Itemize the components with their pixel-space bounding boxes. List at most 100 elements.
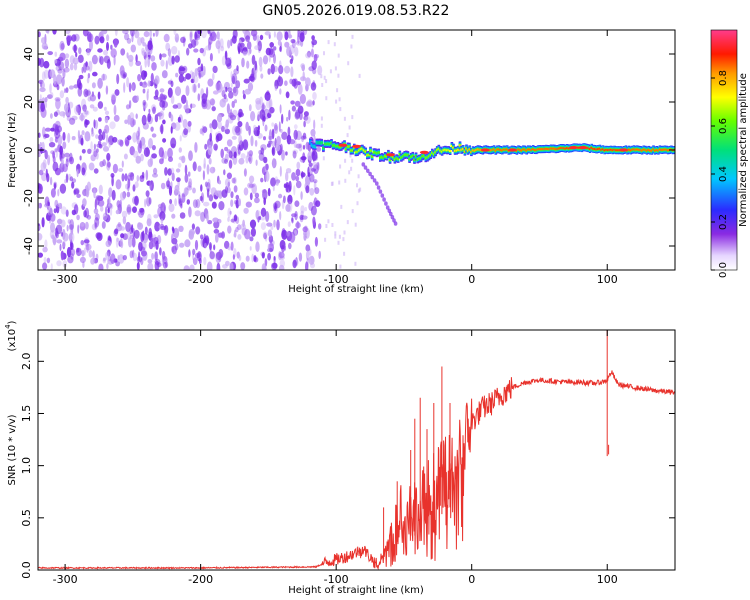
noise-speck <box>127 178 131 189</box>
noise-speck <box>171 233 174 244</box>
noise-speck <box>194 68 198 77</box>
noise-speck <box>300 63 306 69</box>
noise-speck <box>73 189 80 195</box>
signal-cell <box>409 155 413 158</box>
noise-speck <box>73 189 77 196</box>
x-tick-label: -100 <box>324 573 349 586</box>
noise-speck <box>66 34 72 41</box>
signal-cell <box>561 147 564 149</box>
noise-speck <box>69 176 74 182</box>
noise-speck <box>43 69 49 79</box>
noise-speck <box>224 240 230 249</box>
noise-speck <box>149 180 154 192</box>
signal-cell <box>515 149 519 152</box>
noise-speck <box>184 108 192 114</box>
noise-speck <box>161 53 167 58</box>
noise-speck <box>124 119 128 125</box>
y-tick-label: 1.5 <box>20 405 33 423</box>
signal-cell <box>414 155 418 158</box>
noise-speck <box>40 162 47 172</box>
noise-speck <box>42 246 48 253</box>
noise-speck <box>92 250 95 260</box>
y-tick-label: 0.0 <box>20 561 33 579</box>
signal-cell <box>366 154 369 157</box>
noise-speck <box>109 121 116 130</box>
noise-speck <box>59 90 65 99</box>
signal-cell <box>333 144 337 147</box>
noise-speck <box>273 256 276 265</box>
noise-speck <box>126 206 132 213</box>
noise-speck <box>204 143 208 150</box>
noise-speck <box>286 116 289 122</box>
signal-cell <box>367 153 371 156</box>
noise-speck <box>350 166 353 171</box>
noise-speck <box>50 113 53 119</box>
noise-speck <box>50 92 54 98</box>
signal-cell <box>398 153 402 156</box>
noise-speck <box>188 43 193 49</box>
noise-speck <box>279 88 282 95</box>
signal-cell <box>406 154 410 157</box>
noise-speck <box>300 205 305 214</box>
noise-speck <box>188 150 193 161</box>
noise-speck <box>49 176 53 186</box>
noise-speck <box>249 175 255 184</box>
noise-speck <box>42 262 48 270</box>
noise-speck <box>94 35 100 45</box>
noise-speck <box>314 236 318 247</box>
noise-speck <box>248 156 252 162</box>
noise-speck <box>251 54 256 65</box>
noise-speck <box>260 177 264 183</box>
noise-speck <box>135 130 140 140</box>
noise-speck <box>138 251 141 262</box>
noise-speck <box>281 149 285 161</box>
signal-cell <box>322 147 325 150</box>
noise-speck <box>98 134 103 141</box>
noise-speck <box>88 250 93 258</box>
noise-speck <box>145 190 150 198</box>
noise-speck <box>149 180 152 190</box>
noise-speck <box>192 75 199 84</box>
noise-speck <box>309 187 315 196</box>
noise-speck <box>253 255 257 262</box>
noise-speck <box>224 50 228 61</box>
noise-speck <box>231 75 236 84</box>
noise-speck <box>209 251 216 260</box>
noise-speck <box>209 35 214 41</box>
noise-speck <box>69 234 73 241</box>
signal-cell <box>429 154 432 156</box>
noise-speck <box>151 62 157 71</box>
noise-speck <box>81 250 85 257</box>
noise-speck <box>147 56 151 68</box>
noise-speck <box>213 229 220 234</box>
noise-speck <box>187 181 192 189</box>
noise-speck <box>73 62 78 71</box>
x-tick-label: 0 <box>468 573 475 586</box>
noise-speck <box>351 209 354 214</box>
noise-speck <box>116 200 121 208</box>
noise-speck <box>192 248 196 256</box>
noise-speck <box>202 170 205 181</box>
noise-speck <box>305 52 312 59</box>
noise-speck <box>245 35 251 42</box>
noise-speck <box>81 66 84 74</box>
noise-speck <box>220 148 224 159</box>
noise-speck <box>148 227 152 238</box>
noise-speck <box>307 99 313 106</box>
noise-speck <box>93 168 99 174</box>
noise-speck <box>206 188 210 198</box>
noise-speck <box>165 42 171 51</box>
noise-speck <box>202 126 208 133</box>
noise-speck <box>206 213 209 223</box>
noise-speck <box>271 122 275 127</box>
signal-cell <box>662 148 665 151</box>
noise-speck <box>235 199 240 209</box>
noise-speck <box>243 46 248 52</box>
noise-speck <box>188 229 195 236</box>
noise-speck <box>159 93 164 101</box>
noise-speck <box>99 36 105 44</box>
noise-speck <box>174 86 182 97</box>
noise-speck <box>86 48 91 56</box>
noise-speck <box>271 262 278 270</box>
noise-speck <box>204 181 208 188</box>
